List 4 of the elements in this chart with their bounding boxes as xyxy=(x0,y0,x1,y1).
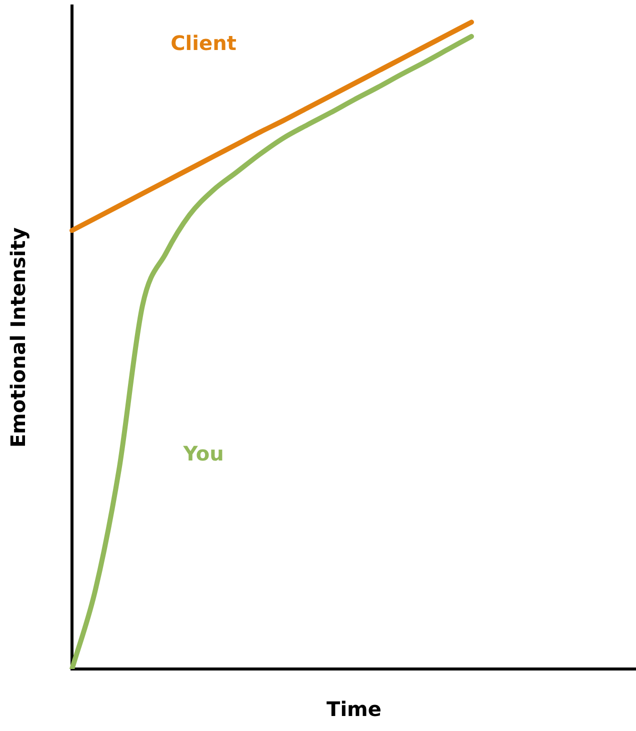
text: You xyxy=(182,442,224,466)
x-axis-title: Time xyxy=(326,697,382,722)
y-axis-title: Emotional Intensity xyxy=(6,227,30,448)
text: Client xyxy=(170,31,237,56)
